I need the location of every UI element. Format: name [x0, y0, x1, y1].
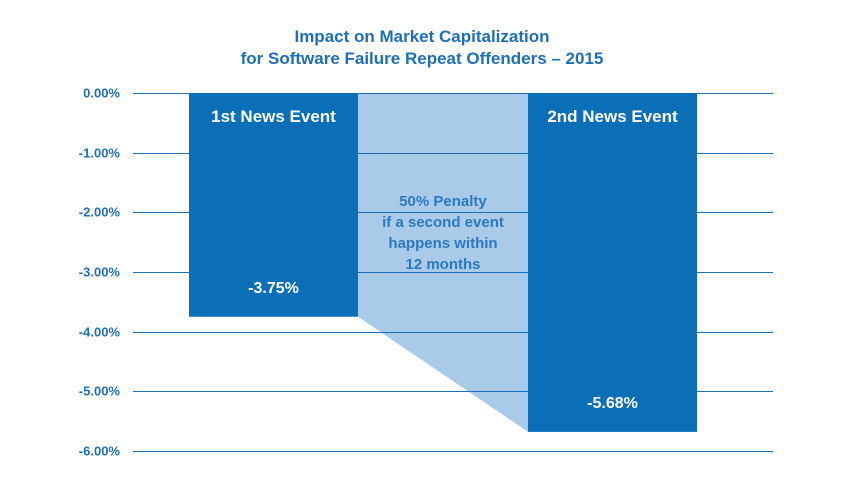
chart-subtitle: for Software Failure Repeat Offenders – …	[240, 49, 604, 68]
y-tick-label: -1.00%	[79, 146, 121, 161]
annotation-line: 50% Penalty	[399, 193, 487, 210]
data-label: -3.75%	[248, 280, 299, 297]
data-label: -5.68%	[587, 395, 638, 412]
y-tick-label: -2.00%	[79, 205, 121, 220]
y-tick-label: -6.00%	[79, 444, 121, 459]
y-tick-label: -3.00%	[79, 265, 121, 280]
penalty-connector-shape	[358, 93, 528, 432]
chart-title-block: Impact on Market Capitalization for Soft…	[0, 26, 844, 70]
bar	[189, 93, 358, 317]
chart-title: Impact on Market Capitalization	[294, 27, 550, 46]
bar-category-label: 1st News Event	[211, 107, 336, 126]
y-tick-label: 0.00%	[83, 86, 120, 101]
annotation-line: 12 months	[405, 256, 480, 273]
y-tick-label: -4.00%	[79, 325, 121, 340]
bar-category-label: 2nd News Event	[547, 107, 678, 126]
annotation-line: happens within	[388, 235, 497, 252]
y-tick-label: -5.00%	[79, 384, 121, 399]
bar	[528, 93, 697, 432]
annotation-line: if a second event	[382, 214, 504, 231]
